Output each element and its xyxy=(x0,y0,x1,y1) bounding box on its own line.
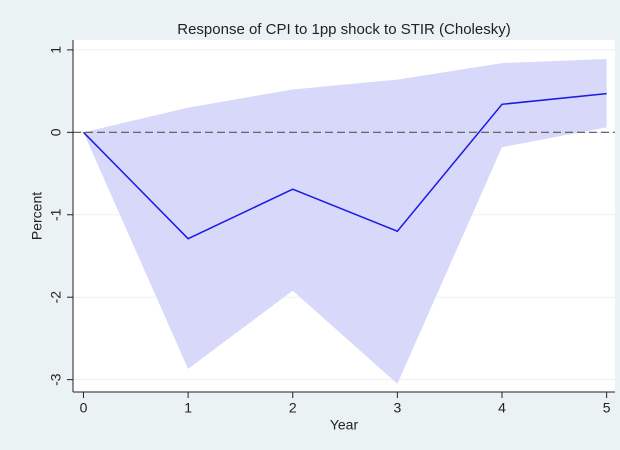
x-axis-label: Year xyxy=(330,417,359,433)
y-tick-label: -3 xyxy=(48,373,64,386)
confidence-band xyxy=(83,58,607,384)
x-tick-label: 1 xyxy=(184,400,192,416)
plot: -3 -2 -1 0 1 0 1 2 3 4 5 xyxy=(48,40,615,416)
y-tick-label: 1 xyxy=(48,46,64,54)
line-series xyxy=(82,92,607,240)
x-tick-label: 2 xyxy=(289,400,297,416)
y-tick-label: -2 xyxy=(48,291,64,304)
y-tick-label: 0 xyxy=(48,128,64,136)
x-tick-label: 4 xyxy=(498,400,506,416)
chart-title: Response of CPI to 1pp shock to STIR (Ch… xyxy=(177,21,510,38)
y-tick-label: -1 xyxy=(48,208,64,221)
x-tick-label: 0 xyxy=(80,400,88,416)
x-tick-label: 3 xyxy=(393,400,401,416)
x-tick-label: 5 xyxy=(603,400,611,416)
y-axis-label: Percent xyxy=(29,192,45,240)
